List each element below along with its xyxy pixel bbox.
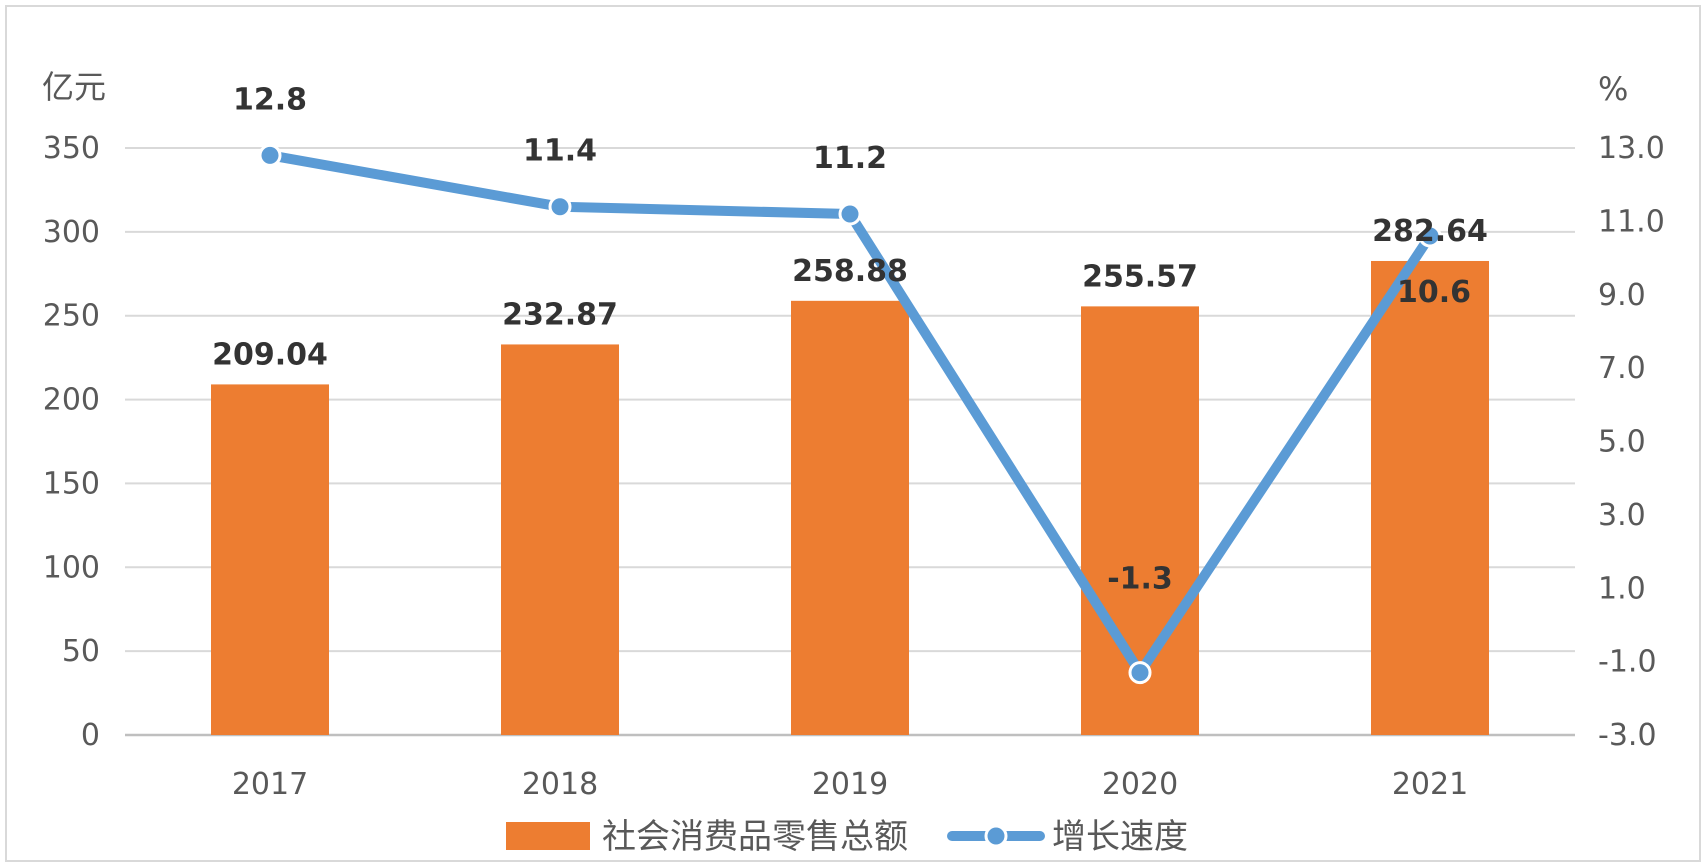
line-series: [258, 143, 1442, 685]
bar-data-label: 255.57: [1082, 259, 1198, 294]
bar-data-label: 282.64: [1372, 214, 1488, 249]
bar: [501, 344, 619, 735]
y-right-unit-label: %: [1598, 70, 1628, 108]
bar: [211, 384, 329, 735]
y-left-tick-label: 350: [43, 131, 100, 166]
line-data-label: 10.6: [1397, 275, 1471, 310]
y-right-tick-label: 1.0: [1598, 571, 1646, 606]
line-data-label: 11.2: [813, 141, 887, 176]
bar-series: [211, 260, 1489, 735]
legend-bar-swatch: [506, 822, 590, 850]
line-point: [258, 143, 282, 167]
bar: [791, 300, 909, 735]
legend-line-marker: [984, 824, 1008, 848]
y-left-tick-label: 100: [43, 550, 100, 585]
legend-bar-label: 社会消费品零售总额: [602, 817, 908, 857]
y-right-tick-label: 13.0: [1598, 131, 1665, 166]
x-tick-label: 2018: [522, 767, 598, 802]
y-right-tick-label: 3.0: [1598, 498, 1646, 533]
x-tick-label: 2017: [232, 767, 308, 802]
x-tick-label: 2019: [812, 767, 888, 802]
x-tick-label: 2020: [1102, 767, 1178, 802]
y-left-tick-label: 50: [62, 634, 100, 669]
x-tick-label: 2021: [1392, 767, 1468, 802]
legend-line-label: 增长速度: [1052, 817, 1188, 857]
y-right-tick-label: 11.0: [1598, 204, 1665, 239]
y-left-tick-label: 200: [43, 383, 100, 418]
y-right-tick-label: -1.0: [1598, 645, 1657, 680]
y-left-unit-label: 亿元: [42, 68, 106, 106]
line-point: [838, 202, 862, 226]
line-data-label: -1.3: [1107, 562, 1173, 597]
y-left-tick-label: 150: [43, 466, 100, 501]
line-data-label: 12.8: [233, 82, 307, 117]
line-point: [1418, 224, 1442, 248]
y-right-tick-label: 9.0: [1598, 278, 1646, 313]
legend: 社会消费品零售总额 增长速度: [506, 817, 1188, 857]
y-left-tick-label: 250: [43, 299, 100, 334]
bar-data-label: 232.87: [502, 297, 618, 332]
y-right-tick-label: 5.0: [1598, 425, 1646, 460]
y-left-tick-label: 300: [43, 215, 100, 250]
bar: [1371, 260, 1489, 735]
y-right-tick-label: 7.0: [1598, 351, 1646, 386]
y-right-tick-label: -3.0: [1598, 718, 1657, 753]
line-point: [1128, 661, 1152, 685]
line-point: [548, 195, 572, 219]
bar-data-label: 258.88: [792, 254, 908, 289]
axes: 0 50 100 150 200 250 300 350 -3.0 -1.0 1.0 3.0 5.0 7.…: [42, 68, 1665, 802]
line-data-label: 11.4: [523, 134, 597, 169]
bar-data-label: 209.04: [212, 337, 328, 372]
data-labels: 209.04 232.87 258.88 255.57 282.64 12.8 11.4 11…: [212, 82, 1488, 596]
y-left-tick-label: 0: [81, 718, 100, 753]
